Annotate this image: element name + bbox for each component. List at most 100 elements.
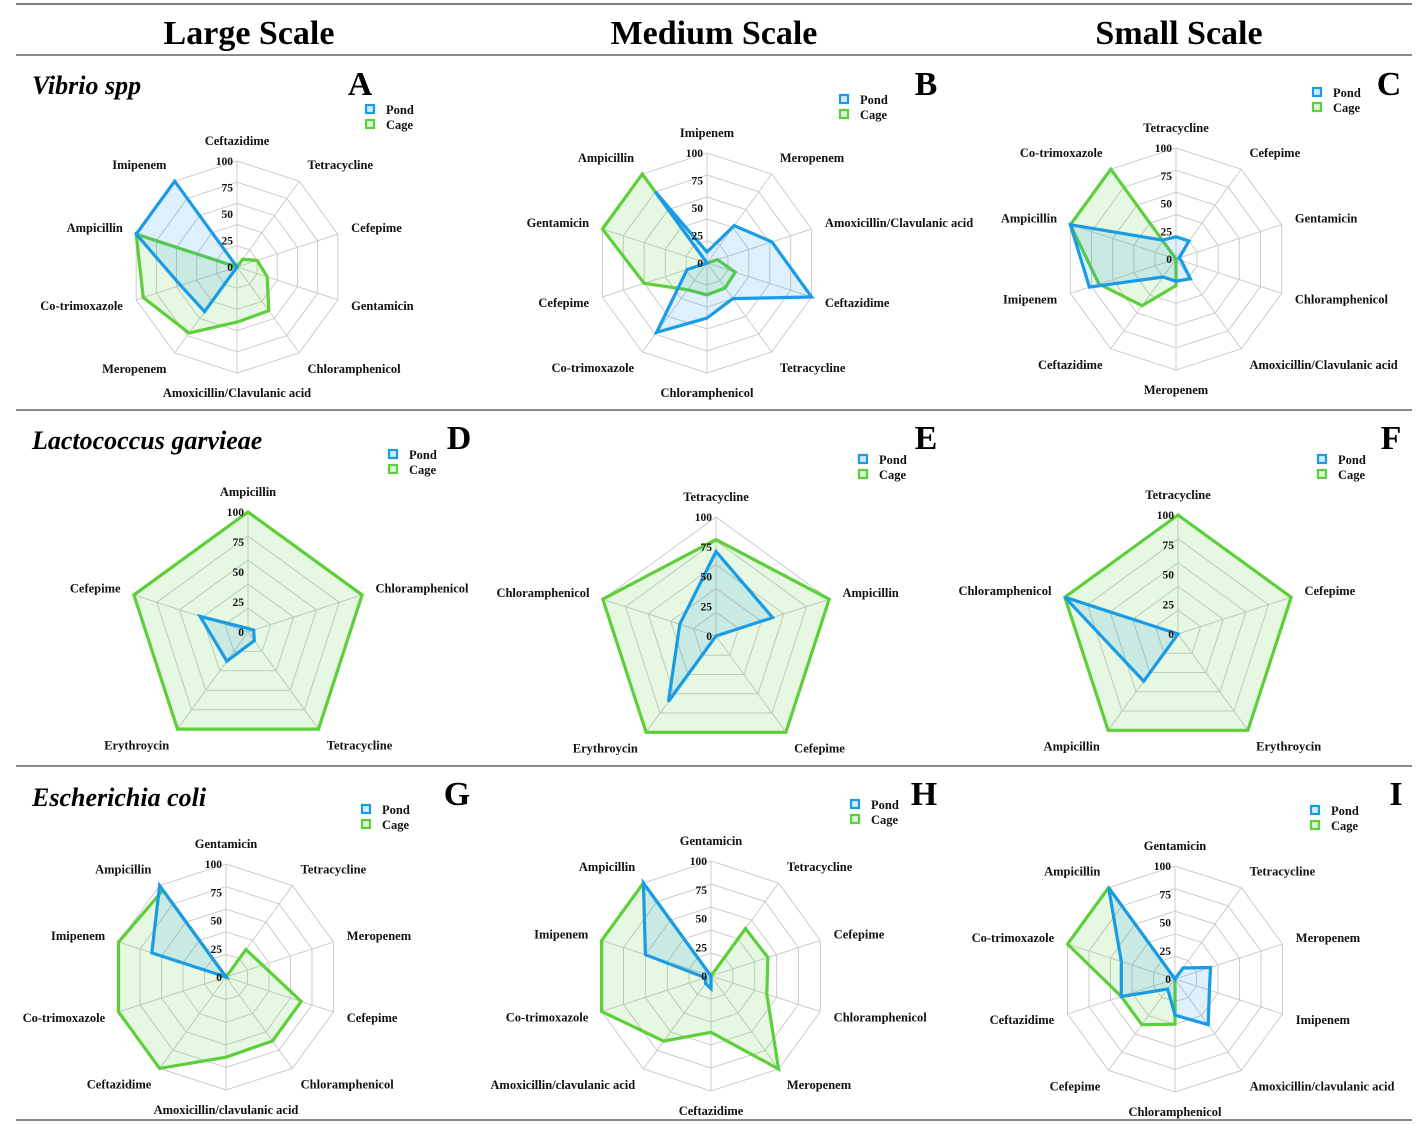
- legend-swatch-pond: [838, 93, 850, 105]
- axis-label: Chloramphenicol: [958, 584, 1052, 598]
- axis-label: Chloramphenicol: [496, 586, 590, 600]
- legend-swatch-pond: [387, 448, 399, 460]
- axis-label: Cefepime: [70, 582, 121, 596]
- axis-label: Gentamicin: [1295, 212, 1358, 226]
- legend-swatch-pond: [849, 798, 861, 810]
- axis-label: Tetracycline: [327, 738, 393, 752]
- axis-label: Cefepime: [347, 1011, 398, 1025]
- tick-label: 75: [1161, 171, 1173, 183]
- tick-label: 25: [1163, 599, 1175, 611]
- grid-ring: [224, 607, 272, 652]
- axis-label: Cefepime: [351, 221, 402, 235]
- axis-spoke: [1175, 224, 1282, 260]
- legend-swatch-cage: [360, 818, 372, 830]
- axis-label: Amoxicillin/Clavulanic acid: [1249, 358, 1397, 372]
- axis-label: Cefepime: [834, 927, 885, 941]
- tick-label: 50: [696, 914, 708, 926]
- tick-label: 25: [233, 597, 245, 609]
- axis-label: Ampicillin: [1001, 212, 1057, 226]
- legend-swatch-pond: [1309, 804, 1321, 816]
- series-pond-polygon: [666, 548, 776, 703]
- series-cage-polygon: [599, 880, 781, 1072]
- tick-label: 25: [211, 944, 223, 956]
- tick-label: 0: [1165, 974, 1171, 986]
- axis-label: Gentamicin: [1144, 839, 1207, 853]
- axis-label: Cefepime: [1304, 584, 1355, 598]
- axis-spoke: [118, 976, 227, 1013]
- legend-label-pond: Pond: [871, 798, 899, 812]
- species-title-ecoli: Escherichia coli: [31, 783, 207, 812]
- axis-spoke: [1174, 943, 1283, 980]
- legend-label-pond: Pond: [382, 803, 410, 817]
- axis-spoke: [1174, 978, 1283, 1015]
- legend-label-cage: Cage: [409, 463, 437, 477]
- axis-label: Ampicillin: [67, 221, 123, 235]
- legend-swatch-pond: [364, 103, 376, 115]
- grid-ring: [1109, 561, 1247, 693]
- axis-label: Meropenem: [102, 362, 167, 376]
- legend-label-pond: Pond: [1331, 804, 1359, 818]
- tick-label: 100: [216, 156, 234, 168]
- axis-label: Co-trimoxazole: [1020, 146, 1103, 160]
- axis-label: Chloramphenicol: [1128, 1105, 1222, 1119]
- legend-label-cage: Cage: [1333, 101, 1361, 115]
- grid-ring: [670, 587, 762, 675]
- series-pond-polygon: [1068, 222, 1193, 289]
- axis-spoke: [159, 976, 227, 1069]
- axis-label: Ampicillin: [1044, 739, 1100, 753]
- tick-label: 50: [701, 572, 713, 584]
- grid-ring: [1154, 609, 1202, 654]
- legend-label-cage: Cage: [871, 813, 899, 827]
- legend-swatch-cage: [849, 813, 861, 825]
- axis-label: Imipenem: [680, 126, 735, 140]
- legend-label-pond: Pond: [409, 448, 437, 462]
- axis-spoke: [602, 228, 708, 264]
- grid-ring: [1132, 585, 1224, 673]
- axis-label: Imipenem: [51, 929, 106, 943]
- tick-label: 50: [233, 567, 245, 579]
- axis-label: Tetracycline: [683, 490, 749, 504]
- axis-spoke: [1070, 224, 1177, 260]
- axis-label: Tetracycline: [1250, 864, 1316, 878]
- tick-label: 100: [686, 148, 704, 160]
- legend-swatch-cage: [838, 108, 850, 120]
- column-header-medium: Medium Scale: [611, 15, 818, 52]
- radar-chart-i: 0 25 50 75 100 Gentamicin Tetracycline Meropene…: [972, 776, 1403, 1119]
- axis-label: Ampicillin: [220, 485, 276, 499]
- axis-label: Gentamicin: [351, 299, 414, 313]
- tick-label: 0: [706, 631, 712, 643]
- tick-label: 100: [1155, 143, 1173, 155]
- radar-chart-c: 0 25 50 75 100 Tetracycline Cefepime Gentamicin…: [1001, 66, 1401, 397]
- tick-label: 75: [233, 537, 245, 549]
- tick-label: 25: [1161, 226, 1173, 238]
- series-pond-polygon: [1063, 595, 1181, 684]
- tick-label: 25: [1160, 946, 1172, 958]
- legend-label-cage: Cage: [1338, 468, 1366, 482]
- chart-panels: 0 25 50 75 100 Ceftazidime Tetracycline Cefepim…: [23, 66, 1403, 1119]
- tick-label: 25: [696, 942, 708, 954]
- axis-label: Ceftazidime: [990, 1013, 1055, 1027]
- axis-label: Cefepime: [794, 741, 845, 755]
- tick-label: 25: [692, 231, 704, 243]
- tick-label: 50: [692, 203, 704, 215]
- axis-label: Imipenem: [1296, 1013, 1351, 1027]
- axis-label: Ceftazidime: [87, 1078, 152, 1092]
- axis-spoke: [1174, 887, 1242, 980]
- axis-label: Meropenem: [347, 929, 412, 943]
- axis-label: Gentamicin: [527, 216, 590, 230]
- tick-label: 100: [1154, 861, 1172, 873]
- axis-spoke: [1177, 596, 1292, 635]
- series-cage-polygon: [1062, 513, 1294, 732]
- column-header-large: Large Scale: [164, 15, 335, 52]
- legend-label-pond: Pond: [1333, 86, 1361, 100]
- series-pond-polygon: [134, 178, 239, 315]
- series-cage-polygon: [132, 510, 364, 731]
- axis-spoke: [236, 180, 300, 268]
- radar-chart-h: 0 25 50 75 100 Gentamicin Tetracycline Cefepime…: [490, 776, 937, 1118]
- legend-label-pond: Pond: [860, 93, 888, 107]
